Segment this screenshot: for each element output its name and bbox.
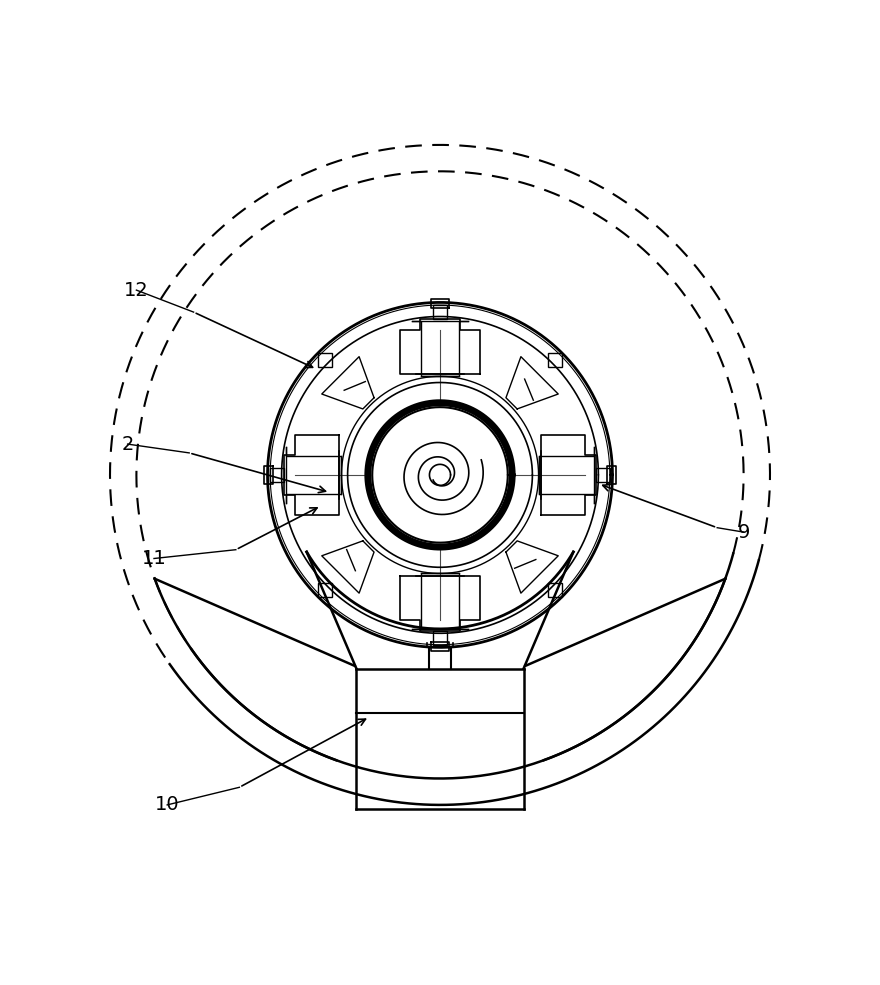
- Text: 12: 12: [124, 281, 149, 299]
- Text: 10: 10: [155, 796, 180, 815]
- Text: 11: 11: [142, 549, 166, 568]
- Text: 9: 9: [737, 523, 750, 542]
- Bar: [548, 353, 562, 366]
- Bar: [596, 468, 610, 482]
- Bar: [548, 583, 562, 597]
- Bar: [318, 353, 332, 366]
- Text: 2: 2: [121, 434, 134, 454]
- Bar: [433, 305, 447, 319]
- Bar: [318, 583, 332, 597]
- Bar: [270, 468, 284, 482]
- Bar: [433, 630, 447, 645]
